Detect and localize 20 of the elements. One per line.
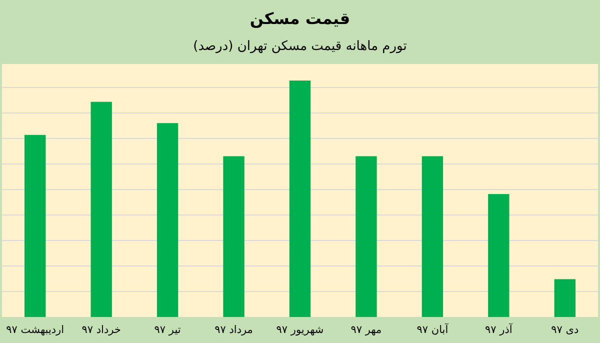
- x-tick-label: شهریور ۹۷: [276, 324, 324, 336]
- chart-subtitle: تورم ماهانه قیمت مسکن تهران (درصد): [193, 39, 408, 54]
- bar: [289, 80, 311, 317]
- bar: [24, 134, 46, 317]
- chart-title: قیمت مسکن: [250, 9, 350, 28]
- bar: [90, 102, 112, 317]
- x-tick-label: اردیبهشت ۹۷: [6, 324, 64, 336]
- x-tick-label: تیر ۹۷: [154, 324, 181, 336]
- bar: [422, 156, 444, 317]
- x-tick-label: مرداد ۹۷: [214, 324, 253, 336]
- x-tick-label: آذر ۹۷: [485, 323, 514, 336]
- x-tick-label: آبان ۹۷: [416, 323, 450, 336]
- x-tick-label: دی ۹۷: [551, 324, 579, 336]
- bar: [156, 123, 178, 317]
- bar: [223, 156, 244, 317]
- x-tick-label: مهر ۹۷: [350, 324, 382, 336]
- bar: [356, 156, 377, 317]
- bar: [488, 194, 510, 317]
- x-tick-label: خرداد ۹۷: [82, 324, 121, 336]
- bar: [554, 279, 576, 317]
